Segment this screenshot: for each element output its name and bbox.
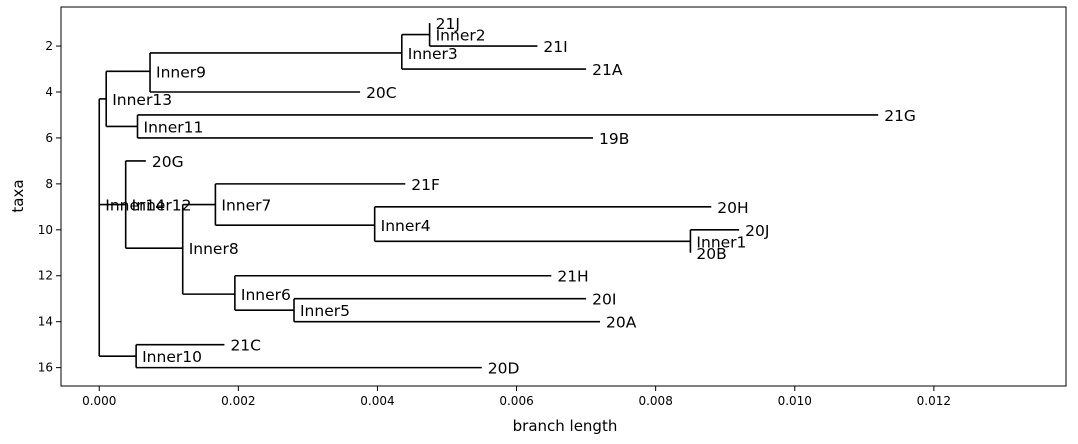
node-label-20I: 20I (592, 291, 616, 309)
x-tick-label: 0.000 (82, 394, 116, 408)
node-label-Inner7: Inner7 (221, 197, 271, 215)
y-tick-label: 10 (38, 223, 53, 237)
y-axis: 2 4 6 8 10 12 14 16 (38, 39, 61, 375)
y-tick-label: 2 (45, 39, 53, 53)
node-label-21J: 21J (436, 15, 460, 33)
node-label-21H: 21H (557, 268, 588, 286)
node-label-20B: 20B (696, 245, 726, 263)
branches (98, 23, 879, 369)
x-tick-label: 0.006 (499, 394, 533, 408)
y-axis-label: taxa (9, 179, 27, 212)
node-label-21I: 21I (543, 38, 567, 56)
node-label-Inner12: Inner12 (132, 197, 192, 215)
x-tick-label: 0.010 (778, 394, 812, 408)
y-tick-label: 14 (38, 315, 53, 329)
node-label-Inner3: Inner3 (408, 45, 458, 63)
y-tick-label: 12 (38, 269, 53, 283)
plot-frame (60, 6, 1067, 387)
node-label-20C: 20C (366, 84, 397, 102)
y-tick-label: 4 (45, 85, 53, 99)
node-label-Inner8: Inner8 (189, 240, 239, 258)
x-tick-label: 0.012 (917, 394, 951, 408)
node-label-20J: 20J (745, 222, 769, 240)
node-label-21F: 21F (411, 176, 440, 194)
node-label-Inner14: Inner14 (105, 197, 165, 215)
node-label-20G: 20G (152, 153, 184, 171)
x-axis: 0.000 0.002 0.004 0.006 0.008 0.010 0.012 (82, 386, 951, 408)
node-label-Inner5: Inner5 (300, 302, 350, 320)
x-tick-label: 0.002 (221, 394, 255, 408)
x-tick-label: 0.008 (638, 394, 672, 408)
node-label-21C: 21C (230, 337, 261, 355)
node-label-Inner2: Inner2 (436, 27, 486, 45)
y-tick-label: 6 (45, 131, 53, 145)
node-label-21G: 21G (884, 107, 916, 125)
node-label-Inner4: Inner4 (381, 217, 431, 235)
x-axis-label: branch length (513, 417, 618, 435)
node-label-Inner13: Inner13 (112, 91, 172, 109)
x-tick-label: 0.004 (360, 394, 394, 408)
node-label-Inner1: Inner1 (696, 233, 746, 251)
node-label-19B: 19B (599, 130, 629, 148)
node-label-20H: 20H (717, 199, 748, 217)
node-label-Inner6: Inner6 (241, 286, 291, 304)
node-label-Inner10: Inner10 (142, 348, 202, 366)
y-tick-label: 16 (38, 361, 53, 375)
y-tick-label: 8 (45, 177, 53, 191)
node-label-Inner11: Inner11 (144, 118, 204, 136)
node-label-21A: 21A (592, 61, 623, 79)
node-label-Inner9: Inner9 (156, 63, 206, 81)
node-label-20A: 20A (606, 314, 637, 332)
node-label-20D: 20D (488, 360, 520, 378)
